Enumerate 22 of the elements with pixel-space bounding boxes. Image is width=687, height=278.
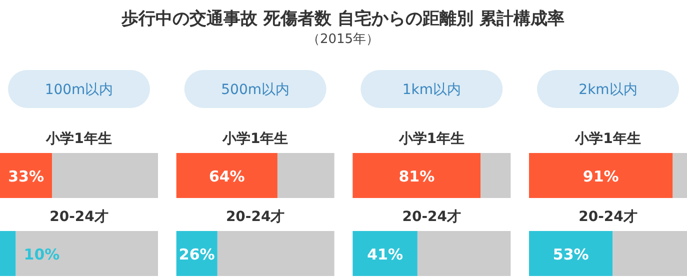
y-tick-label: 小学1年生: [45, 131, 112, 147]
data-label: 33%: [8, 168, 44, 186]
y-tick-label: 20-24才: [50, 209, 108, 225]
y-tick-label: 小学1年生: [221, 131, 288, 147]
chart-title: 1km以内: [402, 82, 461, 98]
y-tick-label: 20-24才: [226, 209, 285, 225]
data-label: 41%: [367, 246, 404, 264]
y-tick-label: 小学1年生: [398, 131, 465, 147]
chart-title: 500m以内: [221, 82, 290, 98]
y-tick-label: 20-24才: [578, 209, 638, 225]
data-label: 26%: [178, 246, 215, 264]
text: 歩行中の交通事故 死傷者数 自宅からの距離別 累計構成率: [120, 9, 564, 29]
text: （2015年）: [306, 32, 380, 47]
data-label: 53%: [552, 246, 589, 264]
data-label: 91%: [582, 168, 619, 186]
data-label: 64%: [208, 168, 245, 186]
data-label: 81%: [398, 168, 435, 186]
chart-title: 2km以内: [578, 82, 638, 98]
data-label: 10%: [24, 246, 60, 264]
chart-title: 100m以内: [44, 82, 114, 98]
y-tick-label: 20-24才: [402, 209, 462, 225]
y-tick-label: 小学1年生: [574, 131, 641, 147]
